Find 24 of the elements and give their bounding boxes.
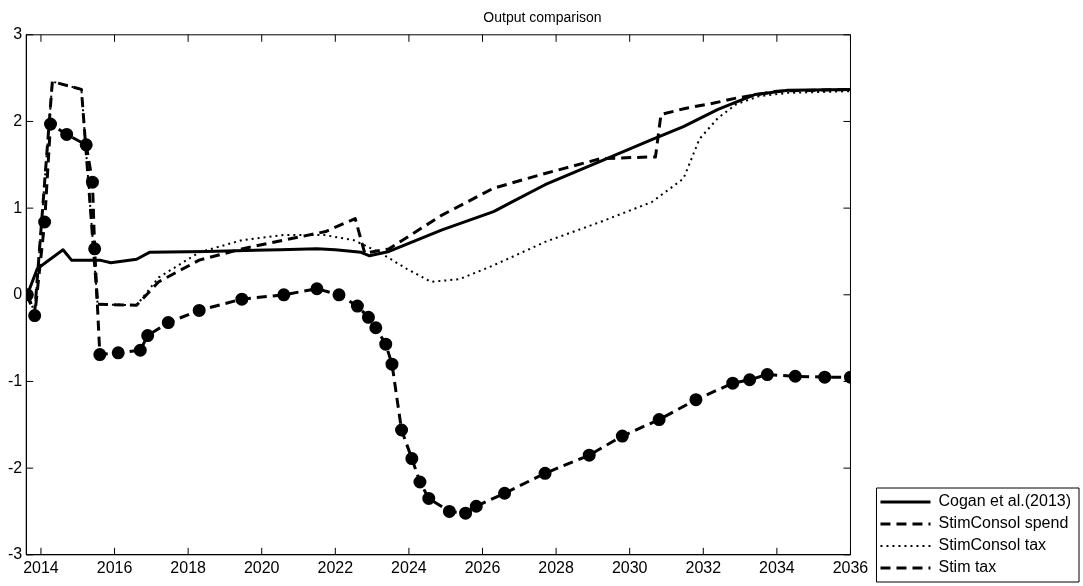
legend-label: Cogan et al.(2013) [938, 492, 1071, 510]
y-tick-label: 2 [13, 111, 23, 129]
x-tick-label: 2020 [243, 558, 280, 576]
x-tick-label: 2014 [23, 558, 59, 576]
x-tick-label: 2036 [832, 558, 869, 576]
x-tick-label: 2034 [759, 558, 795, 576]
x-tick-label: 2030 [611, 558, 648, 576]
legend-label: StimConsol tax [938, 536, 1047, 554]
x-tick-label: 2032 [685, 558, 722, 576]
x-tick-label: 2018 [170, 558, 207, 576]
y-tick-label: -3 [7, 545, 23, 563]
y-tick-label: -1 [7, 371, 23, 389]
legend-label: StimConsol spend [938, 514, 1069, 532]
x-tick-label: 2026 [464, 558, 501, 576]
y-tick-label: 3 [13, 25, 23, 43]
chart-title: Output comparison [483, 9, 602, 26]
y-tick-label: 0 [13, 285, 23, 303]
x-tick-label: 2022 [317, 558, 354, 576]
x-tick-label: 2028 [538, 558, 574, 576]
legend-label: Stim tax [938, 558, 997, 576]
x-tick-label: 2024 [391, 558, 427, 576]
y-tick-label: 1 [13, 198, 23, 216]
x-tick-label: 2016 [96, 558, 133, 576]
y-tick-label: -2 [7, 458, 23, 476]
